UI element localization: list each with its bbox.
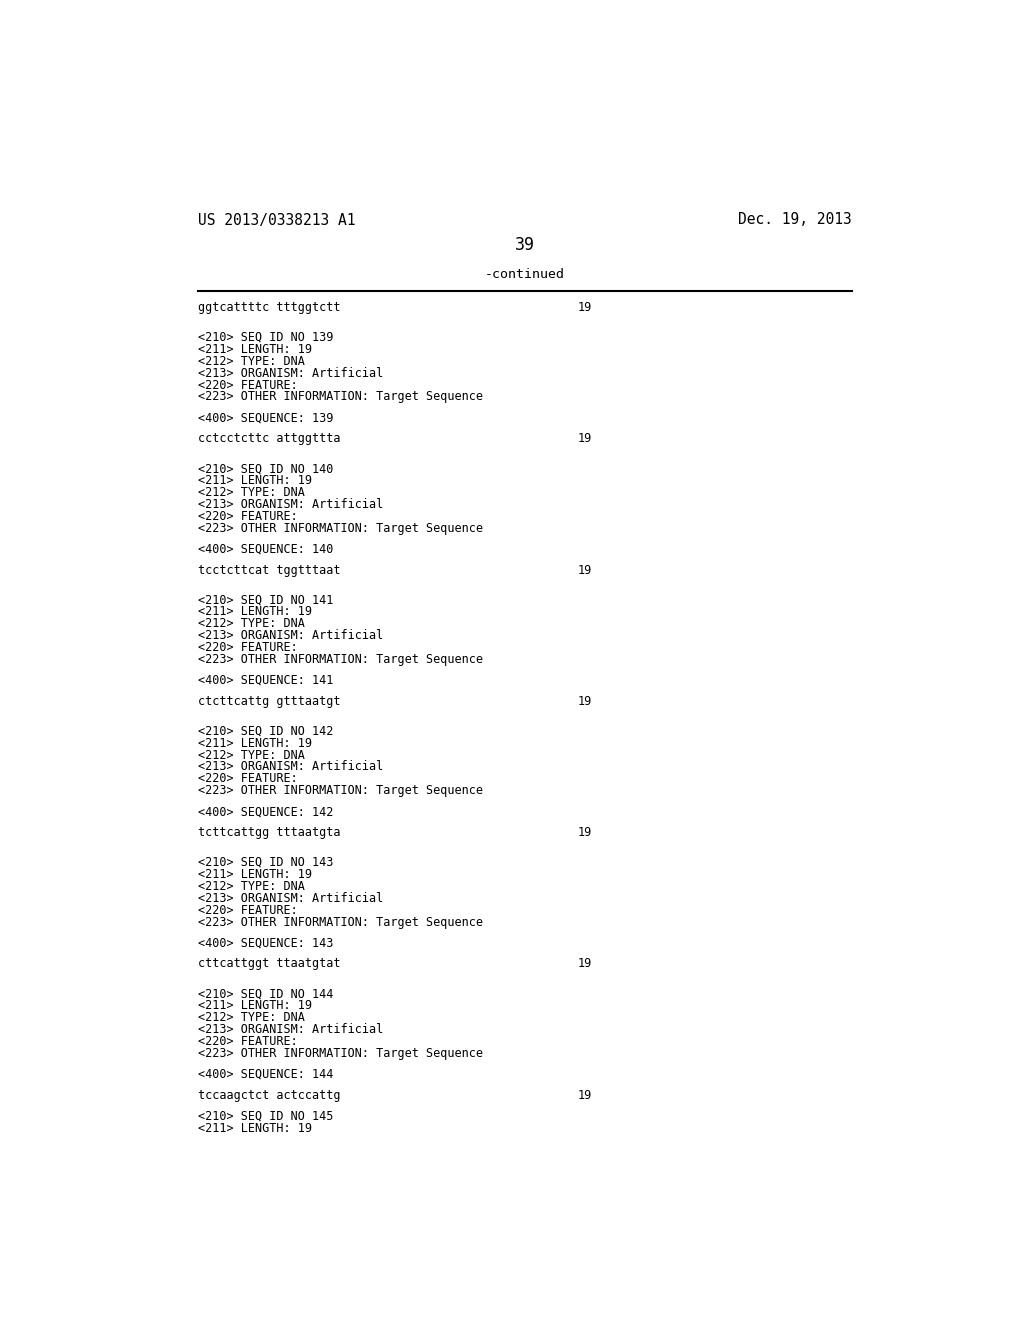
- Text: <210> SEQ ID NO 145: <210> SEQ ID NO 145: [198, 1110, 333, 1122]
- Text: ctcttcattg gtttaatgt: ctcttcattg gtttaatgt: [198, 694, 340, 708]
- Text: <210> SEQ ID NO 143: <210> SEQ ID NO 143: [198, 855, 333, 869]
- Text: <213> ORGANISM: Artificial: <213> ORGANISM: Artificial: [198, 892, 383, 904]
- Text: <223> OTHER INFORMATION: Target Sequence: <223> OTHER INFORMATION: Target Sequence: [198, 916, 482, 929]
- Text: <210> SEQ ID NO 141: <210> SEQ ID NO 141: [198, 594, 333, 606]
- Text: <210> SEQ ID NO 144: <210> SEQ ID NO 144: [198, 987, 333, 1001]
- Text: <211> LENGTH: 19: <211> LENGTH: 19: [198, 1122, 311, 1134]
- Text: <220> FEATURE:: <220> FEATURE:: [198, 904, 298, 916]
- Text: <213> ORGANISM: Artificial: <213> ORGANISM: Artificial: [198, 760, 383, 774]
- Text: 19: 19: [578, 957, 592, 970]
- Text: 39: 39: [515, 236, 535, 253]
- Text: <213> ORGANISM: Artificial: <213> ORGANISM: Artificial: [198, 367, 383, 380]
- Text: ggtcattttc tttggtctt: ggtcattttc tttggtctt: [198, 301, 340, 314]
- Text: <400> SEQUENCE: 139: <400> SEQUENCE: 139: [198, 412, 333, 425]
- Text: US 2013/0338213 A1: US 2013/0338213 A1: [198, 213, 355, 227]
- Text: <223> OTHER INFORMATION: Target Sequence: <223> OTHER INFORMATION: Target Sequence: [198, 784, 482, 797]
- Text: Dec. 19, 2013: Dec. 19, 2013: [738, 213, 852, 227]
- Text: <220> FEATURE:: <220> FEATURE:: [198, 379, 298, 392]
- Text: <211> LENGTH: 19: <211> LENGTH: 19: [198, 343, 311, 356]
- Text: <212> TYPE: DNA: <212> TYPE: DNA: [198, 486, 304, 499]
- Text: <212> TYPE: DNA: <212> TYPE: DNA: [198, 1011, 304, 1024]
- Text: <400> SEQUENCE: 141: <400> SEQUENCE: 141: [198, 675, 333, 686]
- Text: <211> LENGTH: 19: <211> LENGTH: 19: [198, 474, 311, 487]
- Text: <212> TYPE: DNA: <212> TYPE: DNA: [198, 355, 304, 368]
- Text: 19: 19: [578, 694, 592, 708]
- Text: <400> SEQUENCE: 144: <400> SEQUENCE: 144: [198, 1068, 333, 1081]
- Text: tccaagctct actccattg: tccaagctct actccattg: [198, 1089, 340, 1102]
- Text: <213> ORGANISM: Artificial: <213> ORGANISM: Artificial: [198, 1023, 383, 1036]
- Text: <213> ORGANISM: Artificial: <213> ORGANISM: Artificial: [198, 630, 383, 643]
- Text: <212> TYPE: DNA: <212> TYPE: DNA: [198, 880, 304, 892]
- Text: tcttcattgg tttaatgta: tcttcattgg tttaatgta: [198, 826, 340, 840]
- Text: 19: 19: [578, 1089, 592, 1102]
- Text: 19: 19: [578, 432, 592, 445]
- Text: cttcattggt ttaatgtat: cttcattggt ttaatgtat: [198, 957, 340, 970]
- Text: <210> SEQ ID NO 140: <210> SEQ ID NO 140: [198, 462, 333, 475]
- Text: cctcctcttc attggttta: cctcctcttc attggttta: [198, 432, 340, 445]
- Text: <211> LENGTH: 19: <211> LENGTH: 19: [198, 737, 311, 750]
- Text: <220> FEATURE:: <220> FEATURE:: [198, 510, 298, 523]
- Text: <210> SEQ ID NO 139: <210> SEQ ID NO 139: [198, 331, 333, 343]
- Text: <400> SEQUENCE: 140: <400> SEQUENCE: 140: [198, 543, 333, 556]
- Text: tcctcttcat tggtttaat: tcctcttcat tggtttaat: [198, 564, 340, 577]
- Text: <400> SEQUENCE: 143: <400> SEQUENCE: 143: [198, 936, 333, 949]
- Text: <210> SEQ ID NO 142: <210> SEQ ID NO 142: [198, 725, 333, 738]
- Text: 19: 19: [578, 564, 592, 577]
- Text: <400> SEQUENCE: 142: <400> SEQUENCE: 142: [198, 805, 333, 818]
- Text: <212> TYPE: DNA: <212> TYPE: DNA: [198, 748, 304, 762]
- Text: <211> LENGTH: 19: <211> LENGTH: 19: [198, 606, 311, 618]
- Text: <211> LENGTH: 19: <211> LENGTH: 19: [198, 867, 311, 880]
- Text: -continued: -continued: [484, 268, 565, 281]
- Text: <220> FEATURE:: <220> FEATURE:: [198, 642, 298, 655]
- Text: <211> LENGTH: 19: <211> LENGTH: 19: [198, 999, 311, 1012]
- Text: <220> FEATURE:: <220> FEATURE:: [198, 772, 298, 785]
- Text: <223> OTHER INFORMATION: Target Sequence: <223> OTHER INFORMATION: Target Sequence: [198, 653, 482, 667]
- Text: <220> FEATURE:: <220> FEATURE:: [198, 1035, 298, 1048]
- Text: <223> OTHER INFORMATION: Target Sequence: <223> OTHER INFORMATION: Target Sequence: [198, 521, 482, 535]
- Text: <212> TYPE: DNA: <212> TYPE: DNA: [198, 618, 304, 630]
- Text: <213> ORGANISM: Artificial: <213> ORGANISM: Artificial: [198, 498, 383, 511]
- Text: <223> OTHER INFORMATION: Target Sequence: <223> OTHER INFORMATION: Target Sequence: [198, 1047, 482, 1060]
- Text: 19: 19: [578, 301, 592, 314]
- Text: <223> OTHER INFORMATION: Target Sequence: <223> OTHER INFORMATION: Target Sequence: [198, 391, 482, 404]
- Text: 19: 19: [578, 826, 592, 840]
